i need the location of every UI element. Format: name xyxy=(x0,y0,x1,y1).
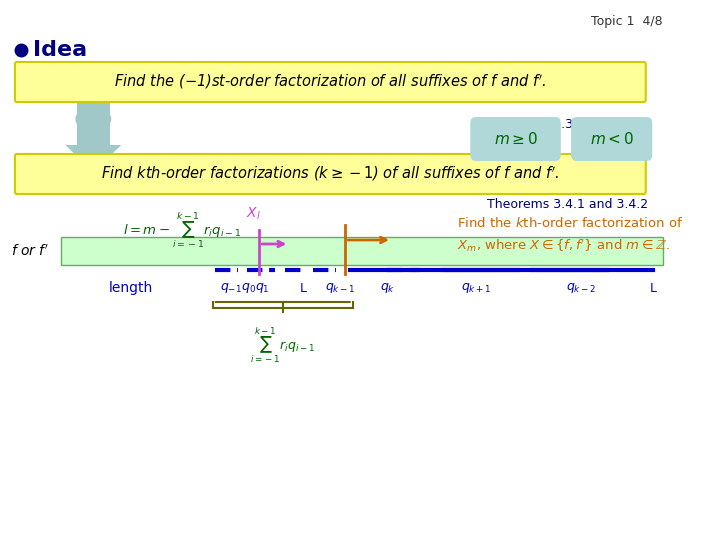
Text: Idea: Idea xyxy=(32,40,87,60)
Text: length: length xyxy=(109,281,153,295)
Polygon shape xyxy=(66,145,121,172)
Text: $q_k$: $q_k$ xyxy=(379,281,395,295)
Text: $q_{k+1}$: $q_{k+1}$ xyxy=(461,281,491,295)
Text: Find the $k$th-order factorization of
$X_m$, where $X\in\{f, f'\}$ and $m\in\mat: Find the $k$th-order factorization of $X… xyxy=(457,216,683,254)
Text: Theorems 3.3.4 and 3.3.5: Theorems 3.3.4 and 3.3.5 xyxy=(487,118,649,132)
Text: $q_{k-2}$: $q_{k-2}$ xyxy=(566,281,596,295)
FancyBboxPatch shape xyxy=(571,117,652,161)
FancyBboxPatch shape xyxy=(470,117,561,161)
FancyBboxPatch shape xyxy=(15,154,646,194)
Text: Topic 1  4/8: Topic 1 4/8 xyxy=(591,15,662,28)
Text: $f$ or $f'$: $f$ or $f'$ xyxy=(12,244,50,259)
Text: $l = m - \sum_{i=-1}^{k-1} r_i q_{i-1}$: $l = m - \sum_{i=-1}^{k-1} r_i q_{i-1}$ xyxy=(123,210,241,250)
Text: $\sum_{i=-1}^{k-1} r_i q_{i-1}$: $\sum_{i=-1}^{k-1} r_i q_{i-1}$ xyxy=(250,325,315,364)
Polygon shape xyxy=(76,102,110,145)
FancyBboxPatch shape xyxy=(15,62,646,102)
Text: L: L xyxy=(649,281,657,294)
Text: $m\geq 0$: $m\geq 0$ xyxy=(494,131,538,147)
Bar xyxy=(60,237,662,265)
Text: $X_l$: $X_l$ xyxy=(246,206,261,222)
Text: $m<0$: $m<0$ xyxy=(590,131,634,147)
Text: $q_{-1}q_0 q_1$: $q_{-1}q_0 q_1$ xyxy=(220,281,269,295)
Text: L: L xyxy=(300,281,307,294)
Text: Find $k$th-order factorizations ($k\geq -1$) of all suffixes of $f$ and $f'$.: Find $k$th-order factorizations ($k\geq … xyxy=(101,165,559,183)
Text: Find the (−1)st-order factorization of all suffixes of $f$ and $f'$.: Find the (−1)st-order factorization of a… xyxy=(114,73,546,91)
Text: $q_{k-1}$: $q_{k-1}$ xyxy=(325,281,356,295)
FancyArrowPatch shape xyxy=(84,105,103,139)
Text: Theorems 3.4.1 and 3.4.2: Theorems 3.4.1 and 3.4.2 xyxy=(487,199,649,212)
